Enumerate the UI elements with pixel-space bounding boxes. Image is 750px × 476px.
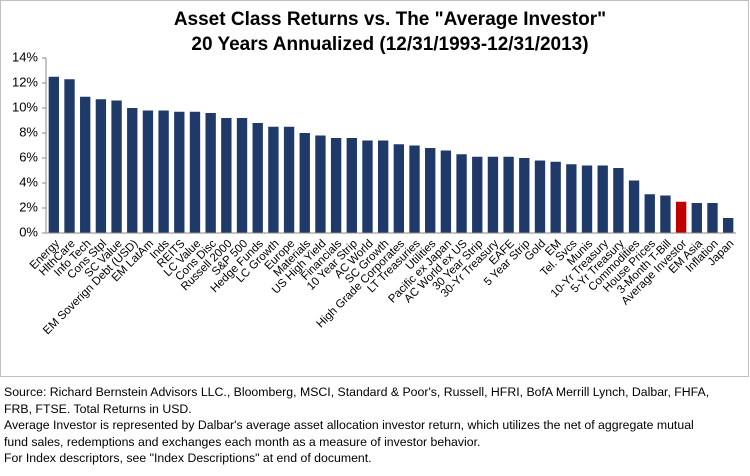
bar [534, 160, 546, 233]
bar [127, 108, 138, 233]
bar [330, 138, 342, 233]
bar [409, 145, 420, 233]
bar [252, 123, 263, 233]
bar [174, 111, 185, 233]
bar [377, 140, 389, 233]
footer-line: For Index descriptors, see "Index Descri… [4, 451, 372, 465]
bar [393, 144, 405, 233]
y-tick-label: 14% [12, 49, 38, 64]
bar [707, 203, 718, 233]
bar [158, 110, 169, 233]
chart-border [0, 0, 749, 377]
bar [691, 203, 702, 233]
bar [487, 156, 499, 233]
footer-line: fund sales, redemptions and exchanges ea… [4, 434, 481, 449]
bar [675, 201, 687, 233]
footer: Source: Richard Bernstein Advisors LLC.,… [4, 384, 709, 467]
chart: Asset Class Returns vs. The "Average Inv… [0, 0, 749, 377]
bar [95, 99, 107, 233]
bar [346, 138, 357, 233]
bar [613, 168, 624, 233]
bar [221, 118, 232, 233]
bar [519, 158, 530, 233]
bar [268, 126, 279, 233]
bar [142, 110, 154, 233]
y-tick-label: 8% [19, 124, 38, 139]
bar [299, 133, 310, 233]
bar [550, 161, 561, 233]
bar [503, 156, 514, 233]
y-tick-label: 4% [19, 174, 38, 189]
y-tick-label: 2% [19, 199, 38, 214]
bar [236, 118, 248, 233]
bar [205, 113, 216, 233]
bar [472, 156, 483, 233]
bar [80, 96, 91, 233]
footer-line: Source: Richard Bernstein Advisors LLC.,… [4, 385, 710, 399]
bar [111, 100, 122, 233]
chart-title: Asset Class Returns vs. The "Average Inv… [174, 9, 606, 30]
chart-subtitle: 20 Years Annualized (12/31/1993-12/31/20… [191, 34, 588, 55]
footer-line: Average Investor is represented by Dalba… [4, 418, 694, 432]
bar [722, 218, 734, 233]
y-tick-label: 0% [19, 224, 38, 239]
footer-line: FRB, FTSE. Total Returns in USD. [4, 401, 192, 416]
bar [283, 126, 295, 233]
bar [644, 194, 655, 233]
y-tick-label: 12% [12, 74, 38, 89]
bar [189, 111, 201, 233]
bar [566, 164, 577, 233]
bar [628, 180, 640, 233]
bar [581, 165, 593, 233]
bar [315, 135, 326, 233]
bar [425, 148, 436, 233]
bar [48, 76, 60, 233]
bar [362, 140, 373, 233]
bar [64, 79, 75, 233]
bar [440, 150, 452, 233]
bar [597, 165, 608, 233]
y-tick-label: 6% [19, 149, 38, 164]
y-tick-label: 10% [12, 99, 38, 114]
bar [660, 195, 671, 233]
bar [456, 154, 467, 233]
